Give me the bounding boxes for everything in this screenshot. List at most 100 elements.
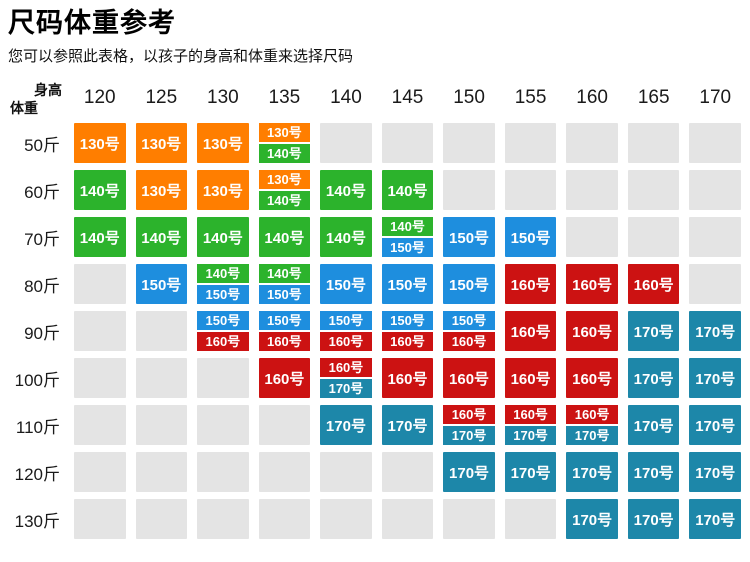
size-cell: 150号 [135, 264, 188, 304]
size-cell-half: 150号 [258, 285, 311, 304]
empty-cell [689, 264, 741, 304]
size-cell: 160号 [627, 264, 680, 304]
empty-cell [74, 264, 126, 304]
size-cell: 140号 [197, 217, 249, 257]
empty-cell [627, 123, 680, 163]
size-cell: 170号 [504, 452, 557, 492]
size-cell: 150号 [443, 217, 495, 257]
row-label-110斤: 110斤 [15, 417, 60, 437]
empty-cell [74, 358, 126, 398]
empty-cell [627, 170, 680, 210]
size-cell: 160号 [566, 264, 618, 304]
size-cell: 140号 [74, 217, 126, 257]
empty-cell [197, 405, 249, 445]
page-title: 尺码体重参考 [8, 8, 176, 38]
size-cell: 140号 [320, 170, 372, 210]
size-cell-half: 140号 [381, 217, 434, 236]
size-cell: 140号 [74, 170, 126, 210]
size-cell-half: 170号 [504, 426, 557, 445]
size-cell: 160号 [504, 311, 557, 351]
size-cell-half: 140号 [258, 191, 311, 210]
empty-cell [258, 499, 311, 539]
empty-cell [74, 311, 126, 351]
size-cell-split: 130号 140号 [258, 170, 311, 210]
size-cell-half: 140号 [258, 264, 311, 283]
size-cell: 130号 [74, 123, 126, 163]
size-cell: 170号 [320, 405, 372, 445]
empty-cell [381, 123, 434, 163]
height-axis-label: 身高 [34, 82, 62, 98]
size-chart-page: 尺码体重参考 您可以参照此表格，以孩子的身高和体重来选择尺码 身高 体重 120… [8, 8, 741, 539]
column-header-120: 120 [83, 87, 116, 108]
size-cell-split: 130号 140号 [258, 123, 311, 163]
column-header-170: 170 [699, 87, 732, 108]
empty-cell [197, 499, 249, 539]
size-cell: 140号 [381, 170, 434, 210]
empty-cell [504, 499, 557, 539]
size-cell-half: 160号 [566, 405, 618, 424]
size-cell-half: 160号 [443, 332, 495, 351]
column-header-150: 150 [453, 87, 485, 108]
size-cell-half: 160号 [258, 332, 311, 351]
empty-cell [566, 217, 618, 257]
size-cell: 150号 [381, 264, 434, 304]
size-cell: 160号 [504, 264, 557, 304]
empty-cell [258, 405, 311, 445]
empty-cell [135, 499, 188, 539]
size-cell-half: 150号 [320, 311, 372, 330]
row-label-130斤: 130斤 [14, 511, 60, 531]
size-cell-half: 160号 [381, 332, 434, 351]
empty-cell [443, 499, 495, 539]
size-table: 身高 体重 120 125 130 135 140 145 150 155 160 165 170 5… [8, 80, 741, 539]
size-cell-half: 130号 [258, 123, 311, 142]
size-cell: 130号 [197, 170, 249, 210]
size-cell: 170号 [566, 452, 618, 492]
empty-cell [627, 217, 680, 257]
size-cell: 140号 [320, 217, 372, 257]
size-cell: 160号 [504, 358, 557, 398]
size-cell: 140号 [258, 217, 311, 257]
column-header-140: 140 [330, 87, 362, 108]
empty-cell [74, 405, 126, 445]
size-cell: 150号 [443, 264, 495, 304]
column-header-135: 135 [268, 87, 301, 108]
weight-axis-label: 体重 [10, 100, 38, 116]
empty-cell [74, 499, 126, 539]
empty-cell [689, 123, 741, 163]
corner-cell: 身高 体重 [8, 80, 64, 116]
size-cell: 170号 [689, 405, 741, 445]
size-cell-half: 150号 [443, 311, 495, 330]
empty-cell [381, 499, 434, 539]
size-cell-half: 140号 [197, 264, 249, 283]
size-cell: 170号 [689, 311, 741, 351]
empty-cell [504, 123, 557, 163]
row-label-90斤: 90斤 [24, 323, 60, 343]
size-cell-half: 150号 [381, 238, 434, 257]
size-cell-split: 160号 170号 [566, 405, 618, 445]
row-label-50斤: 50斤 [24, 135, 60, 155]
size-cell: 170号 [689, 452, 741, 492]
empty-cell [320, 452, 372, 492]
size-cell: 130号 [135, 170, 188, 210]
size-cell: 170号 [443, 452, 495, 492]
size-cell-half: 170号 [320, 379, 372, 398]
column-header-145: 145 [391, 87, 424, 108]
empty-cell [504, 170, 557, 210]
size-cell: 170号 [566, 499, 618, 539]
empty-cell [689, 217, 741, 257]
empty-cell [566, 170, 618, 210]
size-cell: 160号 [566, 311, 618, 351]
size-cell-split: 150号 160号 [197, 311, 249, 351]
empty-cell [443, 170, 495, 210]
size-cell-half: 170号 [566, 426, 618, 445]
size-cell-half: 160号 [443, 405, 495, 424]
size-cell-half: 140号 [258, 144, 311, 163]
empty-cell [320, 499, 372, 539]
empty-cell [135, 311, 188, 351]
size-cell-split: 150号 160号 [443, 311, 495, 351]
size-cell-half: 150号 [197, 311, 249, 330]
empty-cell [197, 358, 249, 398]
empty-cell [566, 123, 618, 163]
size-cell-half: 150号 [197, 285, 249, 304]
row-label-120斤: 120斤 [14, 464, 60, 484]
